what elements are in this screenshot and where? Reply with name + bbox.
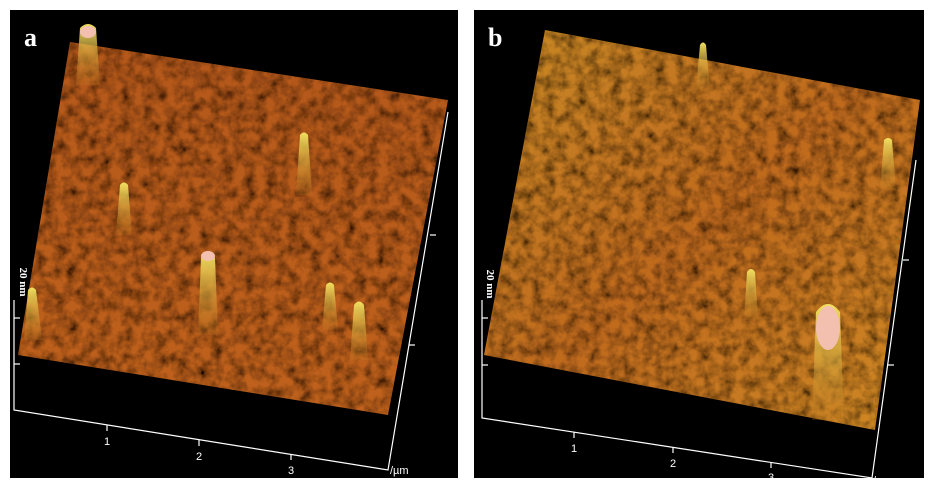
peak: [744, 269, 758, 320]
axes: [481, 159, 917, 479]
peaks: [24, 24, 368, 360]
x-tick-label: 1: [104, 436, 110, 448]
x-tick-label: 2: [196, 451, 202, 463]
x-tick-label: 3: [288, 465, 294, 477]
peak-top: [201, 251, 215, 261]
panel-b: b 20 nm 1 2 3 /µm: [474, 10, 924, 487]
x-tick-label: 3: [768, 472, 774, 484]
panel-a: a 20 nm 1 2 3 /µm: [10, 10, 458, 478]
tick-marks: [482, 259, 909, 468]
x-tick-label: 1: [571, 443, 577, 455]
z-scale: 20 nm: [484, 269, 496, 298]
peak: [880, 138, 896, 190]
axes: [13, 111, 449, 471]
peak: [24, 287, 42, 340]
peak: [198, 253, 218, 335]
peak: [116, 182, 132, 235]
surface: [18, 42, 448, 415]
z-scale: 20 nm: [17, 267, 29, 296]
peak: [296, 132, 312, 195]
peak: [76, 24, 100, 85]
peak: [696, 42, 710, 90]
peak: [322, 282, 338, 330]
x-tick-label: 2: [670, 458, 676, 470]
peaks: [696, 42, 896, 420]
x-unit: /µm: [873, 475, 892, 487]
peak-top: [816, 306, 840, 350]
peak: [350, 301, 368, 360]
panel-label: a: [24, 23, 37, 52]
tick-marks: [14, 234, 436, 460]
surface: [484, 30, 920, 430]
peak-top: [80, 26, 96, 38]
x-unit: /µm: [390, 465, 409, 477]
panel-label: b: [488, 23, 502, 52]
